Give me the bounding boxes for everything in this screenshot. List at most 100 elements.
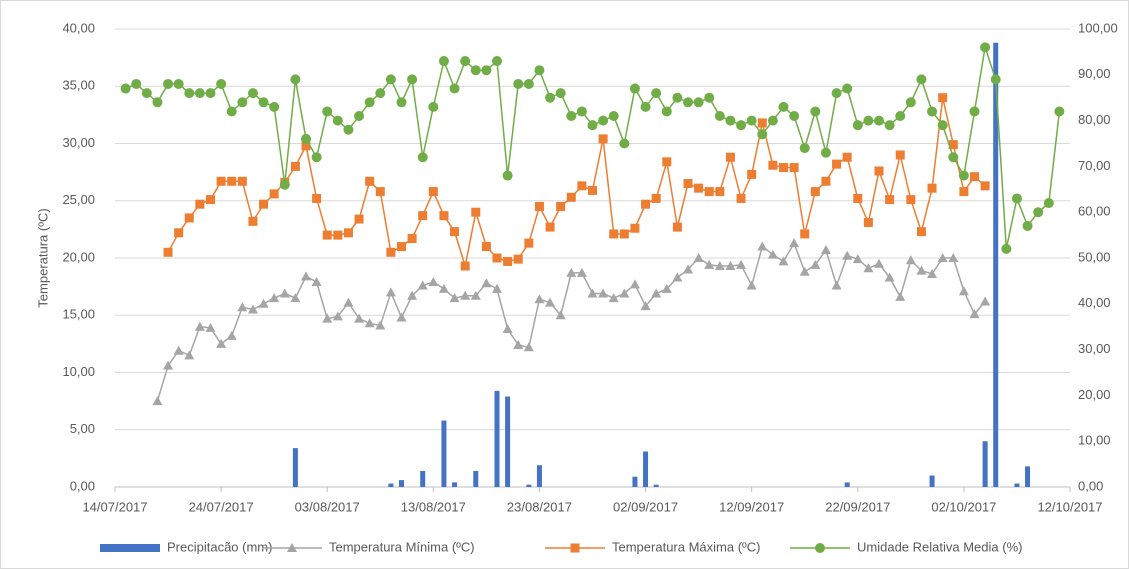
series-marker xyxy=(523,342,534,352)
y-tick-label: 40,00 xyxy=(62,20,95,35)
series-marker xyxy=(661,106,672,117)
series-marker xyxy=(863,263,874,273)
series-marker xyxy=(205,88,216,99)
series-marker xyxy=(895,150,905,160)
precipitation-bar xyxy=(441,420,447,487)
series-marker xyxy=(577,181,587,191)
series-marker xyxy=(439,211,449,221)
series-marker xyxy=(587,288,598,298)
series-marker xyxy=(1033,207,1044,218)
series-marker xyxy=(269,189,279,199)
series-marker xyxy=(354,111,365,122)
series-marker xyxy=(683,97,693,108)
series-marker xyxy=(598,115,609,126)
precipitation-bar xyxy=(452,482,458,487)
series-marker xyxy=(746,280,757,290)
y2-tick-label: 60,00 xyxy=(1078,204,1111,219)
series-marker xyxy=(396,312,407,322)
legend-label: Temperatura Máxima (ºC) xyxy=(612,539,761,554)
precipitation-bar xyxy=(505,396,511,487)
series-marker xyxy=(778,256,789,266)
series-marker xyxy=(990,74,1001,85)
series-marker xyxy=(226,330,237,340)
series-marker xyxy=(492,56,502,67)
series-marker xyxy=(163,360,174,370)
series-marker xyxy=(354,214,364,224)
precipitation-bar xyxy=(632,476,638,487)
legend-label: Precipitacão (mm) xyxy=(167,539,272,554)
series-marker xyxy=(980,181,990,191)
series-marker xyxy=(386,247,396,257)
y-tick-label: 20,00 xyxy=(62,249,95,264)
series-marker xyxy=(576,106,587,117)
series-marker xyxy=(152,97,163,108)
series-marker xyxy=(587,120,598,131)
precipitation-bar xyxy=(982,441,988,487)
y-tick-label: 0,00 xyxy=(70,478,95,493)
series-marker xyxy=(364,318,375,328)
series-marker xyxy=(460,290,471,300)
series-marker xyxy=(651,288,662,298)
series-marker xyxy=(874,115,884,126)
series-marker xyxy=(905,255,916,265)
series-marker xyxy=(874,258,884,268)
series-marker xyxy=(206,195,215,205)
series-marker xyxy=(418,211,428,221)
series-marker xyxy=(598,134,608,144)
series-marker xyxy=(757,129,768,140)
series-marker xyxy=(630,223,640,233)
series-marker xyxy=(503,256,513,266)
series-marker xyxy=(619,138,630,149)
series-marker xyxy=(767,249,778,259)
series-marker xyxy=(799,143,810,154)
series-marker xyxy=(173,78,184,89)
precipitation-bar xyxy=(494,390,500,487)
series-marker xyxy=(693,97,704,108)
series-marker xyxy=(322,230,332,240)
series-marker xyxy=(248,216,258,226)
series-marker xyxy=(534,201,544,211)
series-marker xyxy=(629,279,640,289)
precipitation-bar xyxy=(643,451,649,487)
series-marker xyxy=(513,340,524,350)
series-marker xyxy=(396,97,407,108)
series-marker xyxy=(470,65,481,76)
series-marker xyxy=(545,297,556,307)
series-marker xyxy=(216,78,227,89)
series-marker xyxy=(609,229,619,239)
precipitation-bar xyxy=(388,483,394,487)
series-marker xyxy=(916,265,927,275)
series-marker xyxy=(481,242,491,252)
series-marker xyxy=(397,242,406,252)
precipitation-bar xyxy=(292,448,298,487)
series-marker xyxy=(789,111,800,122)
series-marker xyxy=(810,106,821,117)
series-marker xyxy=(364,97,375,108)
series-marker xyxy=(842,152,852,162)
series-marker xyxy=(566,192,576,202)
series-marker xyxy=(481,278,492,288)
precipitation-bar xyxy=(929,475,935,487)
series-marker xyxy=(438,283,449,293)
series-marker xyxy=(810,259,821,269)
precipitation-bar xyxy=(993,42,999,488)
series-marker xyxy=(959,187,969,197)
series-marker xyxy=(279,179,290,190)
series-marker xyxy=(450,227,460,237)
series-marker xyxy=(714,111,725,122)
series-marker xyxy=(661,283,672,293)
series-marker xyxy=(375,187,385,197)
y-tick-label: 15,00 xyxy=(62,307,95,322)
series-marker xyxy=(970,172,979,182)
series-marker xyxy=(715,187,725,197)
series-marker xyxy=(428,277,439,287)
y2-tick-label: 40,00 xyxy=(1078,295,1111,310)
series-marker xyxy=(789,238,800,248)
series-marker xyxy=(523,78,534,89)
x-tick-label: 12/10/2017 xyxy=(1037,499,1102,514)
series-marker xyxy=(969,309,980,319)
series-marker xyxy=(757,118,767,128)
series-marker xyxy=(736,193,746,203)
precipitation-bar xyxy=(536,465,542,487)
